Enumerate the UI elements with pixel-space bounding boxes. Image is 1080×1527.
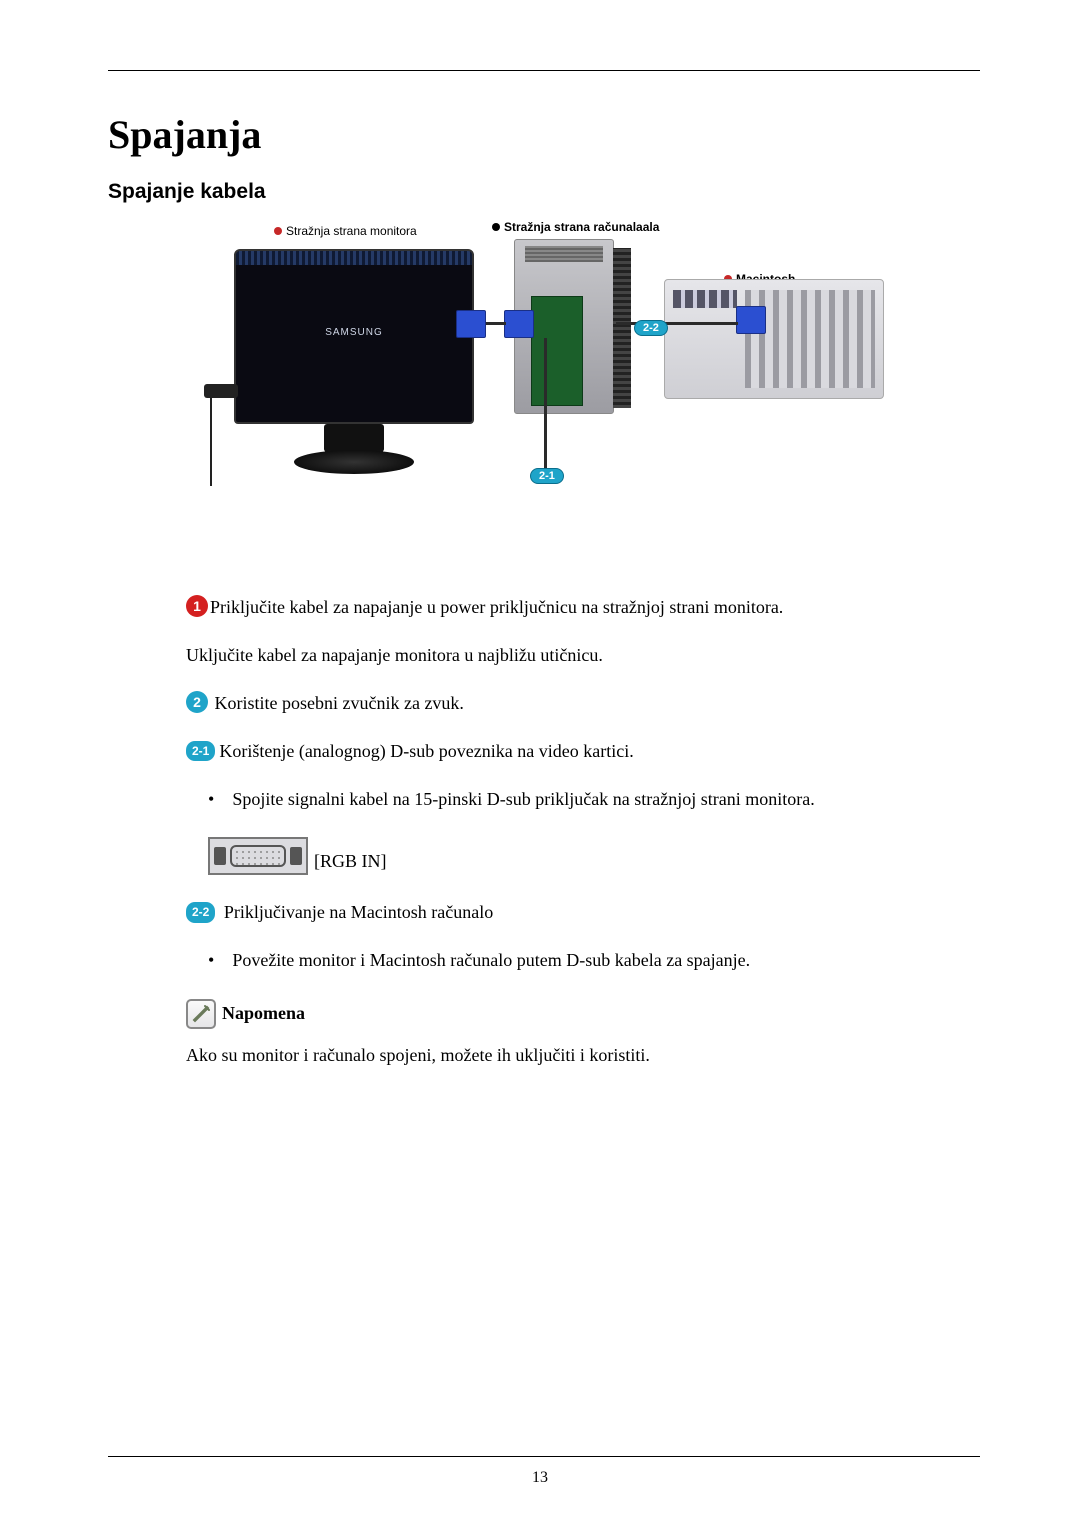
monitor-brand-label: SAMSUNG	[236, 327, 472, 338]
note-text: Ako su monitor i računalo spojeni, možet…	[186, 1045, 980, 1066]
power-cable	[210, 396, 212, 486]
note-header: Napomena	[186, 999, 940, 1029]
monitor-base	[294, 450, 414, 474]
pc-video-card	[531, 296, 583, 406]
monitor-rear-illustration: SAMSUNG	[234, 249, 474, 424]
dsub-pins-icon	[230, 845, 286, 867]
step-number-1-icon: 1	[186, 595, 208, 617]
step-2-2: 2-2 Priključivanje na Macintosh računalo	[186, 899, 940, 927]
vga-connector-icon	[456, 310, 486, 338]
step-2-2-bullet: • Povežite monitor i Macintosh računalo …	[208, 947, 940, 975]
legend-dot-icon	[492, 223, 500, 231]
connection-diagram: Stražnja strana monitora Stražnja strana…	[108, 224, 980, 514]
signal-cable	[486, 322, 506, 325]
note-label: Napomena	[222, 1000, 305, 1028]
step-1: 1 Priključite kabel za napajanje u power…	[186, 594, 940, 622]
svg-text:1: 1	[193, 598, 201, 614]
dsub-port-icon	[208, 837, 308, 875]
macintosh-illustration	[664, 279, 884, 399]
diagram-badge-22: 2-2	[634, 320, 668, 336]
rgb-in-label: [RGB IN]	[314, 848, 387, 876]
note-icon	[186, 999, 216, 1029]
bullet-mark: •	[208, 786, 214, 814]
port-screw-icon	[214, 847, 226, 865]
monitor-stand	[324, 424, 384, 452]
svg-text:2: 2	[193, 694, 201, 710]
bullet-mark: •	[208, 947, 214, 975]
step-number-2-icon: 2	[186, 691, 208, 713]
page-title: Spajanja	[108, 111, 980, 158]
step-pill-21-icon: 2-1	[186, 741, 215, 762]
diagram-badge-21: 2-1	[530, 468, 564, 484]
mac-grille	[745, 290, 875, 388]
legend-dot-icon	[274, 227, 282, 235]
step-2-text: Koristite posebni zvučnik za zvuk.	[210, 693, 464, 713]
step-2: 2 Koristite posebni zvučnik za zvuk.	[186, 690, 940, 718]
legend-monitor-label: Stražnja strana monitora	[286, 224, 417, 238]
rgb-in-port: [RGB IN]	[208, 837, 940, 875]
step-1-text: Priključite kabel za napajanje u power p…	[210, 597, 783, 617]
legend-pc: Stražnja strana računalaala	[492, 220, 659, 234]
step-2-1-bullet-text: Spojite signalni kabel na 15-pinski D-su…	[232, 786, 814, 814]
pc-drives	[525, 246, 603, 262]
page-number: 13	[0, 1469, 1080, 1487]
legend-pc-label: Stražnja strana računalaala	[504, 220, 659, 234]
step-2-2-text: Priključivanje na Macintosh računalo	[219, 902, 493, 922]
bottom-rule	[108, 1456, 980, 1457]
section-subtitle: Spajanje kabela	[108, 180, 980, 204]
step-2-1-text: Korištenje (analognog) D-sub poveznika n…	[219, 741, 633, 761]
step-1b-text: Uključite kabel za napajanje monitora u …	[186, 642, 940, 670]
legend-monitor: Stražnja strana monitora	[274, 224, 417, 238]
step-pill-22-icon: 2-2	[186, 902, 215, 923]
port-screw-icon	[290, 847, 302, 865]
step-2-1: 2-1Korištenje (analognog) D-sub poveznik…	[186, 738, 940, 766]
step-2-2-bullet-text: Povežite monitor i Macintosh računalo pu…	[232, 947, 750, 975]
mac-ports	[673, 290, 737, 308]
top-rule	[108, 70, 980, 71]
signal-cable	[544, 338, 547, 478]
step-2-1-bullet: • Spojite signalni kabel na 15-pinski D-…	[208, 786, 940, 814]
vga-connector-icon	[736, 306, 766, 334]
vga-connector-icon	[504, 310, 534, 338]
